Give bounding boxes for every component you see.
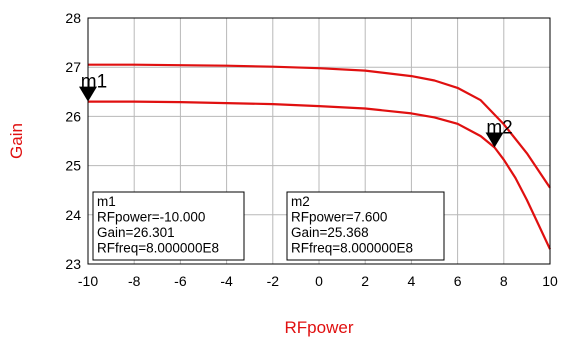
y-tick-label: 25 xyxy=(65,158,81,174)
readout-box-m1 xyxy=(92,191,245,261)
x-tick-label: -8 xyxy=(128,273,141,289)
readout-m1-line: Gain=26.301 xyxy=(97,225,175,240)
series-line-1 xyxy=(88,63,551,189)
markers: m1 m2 xyxy=(79,72,513,148)
readout-m1-line: RFfreq=8.000000E8 xyxy=(97,241,219,256)
x-axis-title: RFpower xyxy=(285,318,354,337)
readout-m2-line: Gain=25.368 xyxy=(291,225,369,240)
x-tick-labels: -10 -8 -6 -4 -2 0 2 4 6 8 10 xyxy=(78,273,558,289)
x-tick-label: -6 xyxy=(174,273,187,289)
x-tick-label: -2 xyxy=(267,273,280,289)
x-tick-label: 0 xyxy=(315,273,323,289)
marker-m2-triangle xyxy=(485,132,504,148)
readout-m1-line: RFpower=-10.000 xyxy=(97,210,205,225)
y-tick-label: 24 xyxy=(65,207,81,223)
x-tick-label: 10 xyxy=(542,273,558,289)
x-tick-label: 8 xyxy=(500,273,508,289)
readout-m2-line: RFpower=7.600 xyxy=(291,210,387,225)
marker-m2-label: m2 xyxy=(486,117,512,138)
x-tick-label: 6 xyxy=(454,273,462,289)
y-tick-label: 28 xyxy=(65,10,81,26)
y-tick-label: 23 xyxy=(65,256,81,272)
x-tick-label: 2 xyxy=(361,273,369,289)
x-tick-label: -4 xyxy=(220,273,233,289)
x-tick-label: -10 xyxy=(78,273,98,289)
marker-m1-label: m1 xyxy=(81,72,107,93)
y-tick-label: 26 xyxy=(65,108,81,124)
readout-m1-line: m1 xyxy=(97,194,116,209)
marker-readouts: m1RFpower=-10.000Gain=26.301RFfreq=8.000… xyxy=(92,191,445,261)
x-tick-label: 4 xyxy=(408,273,416,289)
marker-m1-triangle xyxy=(79,86,97,102)
y-axis-title: Gain xyxy=(7,123,26,159)
readout-m2-line: m2 xyxy=(291,194,310,209)
data-series xyxy=(88,63,551,250)
readout-box-m2 xyxy=(286,191,445,261)
series-line-2 xyxy=(88,100,551,250)
y-tick-labels: 23 24 25 26 27 28 xyxy=(65,10,81,272)
plot-frame xyxy=(87,17,551,265)
y-tick-label: 27 xyxy=(65,59,81,75)
readout-m2-line: RFfreq=8.000000E8 xyxy=(291,241,413,256)
